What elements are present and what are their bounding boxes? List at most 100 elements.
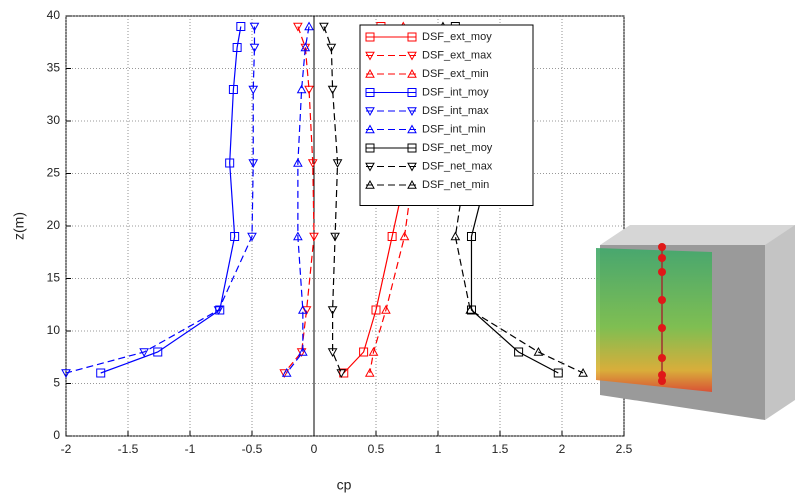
series-line (323, 26, 342, 374)
legend-label: DSF_net_max (422, 160, 493, 172)
marker (407, 32, 417, 42)
marker (319, 22, 329, 32)
marker (399, 231, 410, 241)
y-tick-label: 20 (47, 218, 61, 232)
marker (466, 232, 476, 241)
marker (304, 85, 314, 95)
marker (327, 306, 338, 316)
marker (364, 367, 375, 377)
marker (293, 231, 303, 241)
marker (307, 159, 318, 169)
x-tick-label: 1.5 (492, 442, 509, 456)
y-tick-label: 40 (47, 8, 61, 22)
marker (365, 88, 375, 97)
marker (232, 43, 242, 52)
x-tick-label: -1 (185, 442, 196, 456)
marker (365, 124, 375, 134)
series-line (100, 26, 242, 374)
marker (230, 232, 240, 241)
marker (339, 368, 349, 378)
legend-label: DSF_net_min (422, 179, 489, 191)
marker (293, 157, 303, 167)
legend-label: DSF_ext_min (422, 68, 489, 80)
y-tick-label: 5 (53, 376, 60, 390)
marker (368, 346, 379, 356)
y-tick-label: 10 (47, 323, 61, 337)
marker (153, 347, 163, 357)
marker (248, 85, 259, 95)
marker (309, 232, 319, 242)
legend-label: DSF_int_min (422, 123, 486, 135)
marker (281, 367, 292, 377)
y-tick-label: 30 (47, 113, 61, 127)
marker (365, 68, 375, 78)
marker (407, 107, 417, 117)
marker (248, 159, 259, 169)
marker (139, 348, 149, 358)
marker (450, 231, 461, 241)
legend-label: DSF_int_moy (422, 86, 489, 98)
y-tick-label: 35 (47, 61, 61, 75)
marker (225, 158, 235, 168)
inset-image (596, 225, 795, 420)
marker (296, 84, 307, 94)
x-tick-label: 0 (311, 442, 318, 456)
marker (236, 22, 246, 31)
marker (247, 232, 257, 242)
marker (297, 346, 308, 356)
legend-label: DSF_ext_max (422, 49, 492, 61)
marker (213, 306, 224, 316)
legend-label: DSF_net_moy (422, 142, 493, 154)
marker (407, 51, 417, 61)
marker (387, 232, 397, 241)
marker (371, 305, 381, 315)
marker (533, 346, 544, 356)
marker (304, 21, 314, 31)
marker (301, 306, 312, 316)
marker (465, 304, 476, 314)
x-tick-label: 2.5 (616, 442, 633, 456)
marker (300, 42, 311, 52)
marker (578, 367, 588, 377)
marker (407, 68, 417, 78)
marker (297, 304, 308, 314)
marker (407, 88, 417, 97)
marker (96, 368, 106, 378)
marker (332, 159, 343, 169)
marker (228, 85, 238, 94)
marker (365, 32, 375, 42)
marker (365, 179, 375, 189)
x-tick-label: 1 (435, 442, 442, 456)
marker (359, 347, 369, 357)
plot-area: -2 -1.5 -1 -0.5 0 0.5 1 1.5 2 2.5 0 5 10 15 20 25 30 35 40… (47, 8, 633, 456)
marker (279, 369, 290, 379)
x-tick-label: -0.5 (242, 442, 263, 456)
marker (330, 232, 340, 242)
marker (293, 22, 303, 32)
marker (296, 348, 307, 358)
marker (365, 51, 375, 61)
y-axis-label: z(m) (11, 212, 27, 240)
marker (407, 124, 417, 134)
marker (327, 348, 338, 358)
series-line (65, 26, 256, 374)
x-tick-label: 2 (559, 442, 566, 456)
marker (381, 304, 391, 314)
marker (407, 143, 417, 153)
marker (365, 162, 375, 172)
marker (249, 22, 260, 32)
marker (514, 347, 524, 357)
x-axis-label: cp (337, 477, 352, 493)
legend-label: DSF_int_max (422, 105, 489, 117)
y-tick-label: 0 (53, 428, 60, 442)
x-tick-label: -2 (61, 442, 72, 456)
x-tick-label: -1.5 (118, 442, 139, 456)
legend-label: DSF_ext_moy (422, 31, 492, 43)
marker (365, 107, 375, 117)
marker (327, 85, 338, 95)
marker (249, 43, 260, 53)
y-tick-label: 25 (47, 166, 61, 180)
x-tick-label: 0.5 (368, 442, 385, 456)
